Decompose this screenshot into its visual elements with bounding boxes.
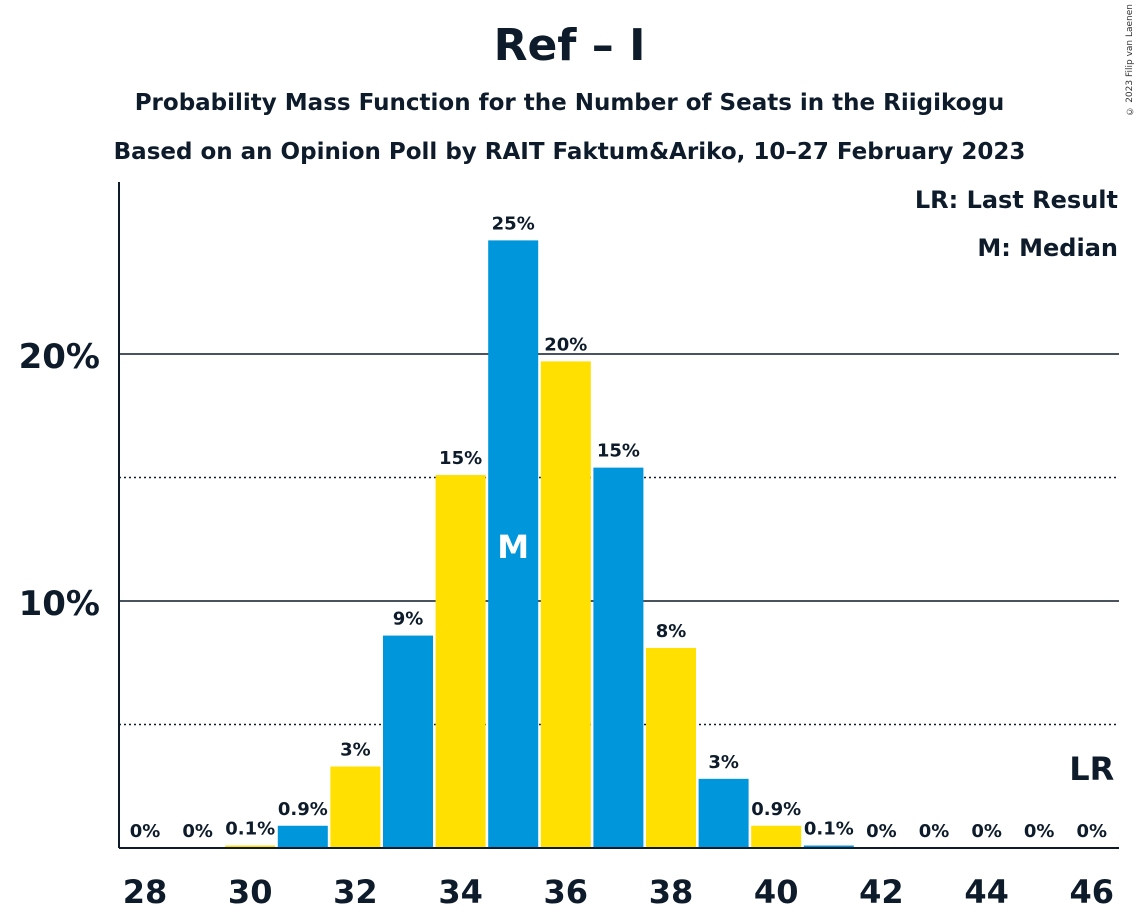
x-tick-label: 36: [544, 873, 589, 911]
bar-value-label: 0%: [919, 821, 950, 842]
bar: [593, 467, 644, 848]
bar: [646, 647, 696, 848]
bar: [698, 778, 749, 848]
bar-value-label: 8%: [656, 621, 687, 642]
y-tick-label: 10%: [19, 584, 100, 624]
bar-value-label: 0.1%: [225, 819, 275, 840]
bar-value-label: 0%: [1077, 821, 1108, 842]
bar: [435, 475, 486, 848]
legend-last-result: LR: Last Result: [914, 186, 1118, 214]
x-tick-label: 32: [333, 873, 378, 911]
x-tick-label: 40: [754, 873, 799, 911]
bar-value-label: 0%: [866, 821, 897, 842]
bar-value-label: 15%: [597, 441, 640, 462]
bar-value-label: 0%: [1024, 821, 1055, 842]
x-tick-label: 30: [228, 873, 273, 911]
last-result-marker: LR: [1069, 750, 1114, 788]
x-tick-label: 44: [964, 873, 1009, 911]
median-marker: M: [497, 528, 529, 566]
bar-value-label: 9%: [393, 609, 424, 630]
chart-subtitle-1: Probability Mass Function for the Number…: [134, 90, 1005, 116]
x-tick-label: 46: [1070, 873, 1115, 911]
bar-value-label: 3%: [708, 752, 739, 773]
bar-value-label: 0.9%: [751, 799, 801, 820]
bar: [383, 635, 433, 848]
x-tick-label: 28: [123, 873, 168, 911]
bar-value-label: 25%: [492, 213, 535, 234]
x-tick-label: 42: [859, 873, 904, 911]
bar-value-label: 0.1%: [804, 819, 854, 840]
bar: [751, 825, 802, 848]
bar: [488, 240, 539, 848]
bar-value-label: 0%: [130, 821, 161, 842]
bar-value-label: 15%: [439, 448, 482, 469]
bar-value-label: 20%: [544, 334, 587, 355]
bar: [540, 361, 591, 848]
chart-subtitle-2: Based on an Opinion Poll by RAIT Faktum&…: [113, 139, 1026, 165]
x-tick-label: 38: [649, 873, 694, 911]
bar: [803, 845, 854, 848]
bar-value-label: 3%: [340, 739, 371, 760]
bar-value-label: 0%: [182, 821, 213, 842]
bar: [330, 766, 381, 848]
bar: [225, 845, 276, 848]
x-tick-label: 34: [438, 873, 483, 911]
chart-title: Ref – I: [493, 20, 646, 71]
y-tick-label: 20%: [19, 337, 100, 377]
bar-value-label: 0%: [971, 821, 1002, 842]
bar-value-label: 0.9%: [278, 799, 328, 820]
legend-median: M: Median: [977, 234, 1118, 262]
bar: [277, 825, 328, 848]
